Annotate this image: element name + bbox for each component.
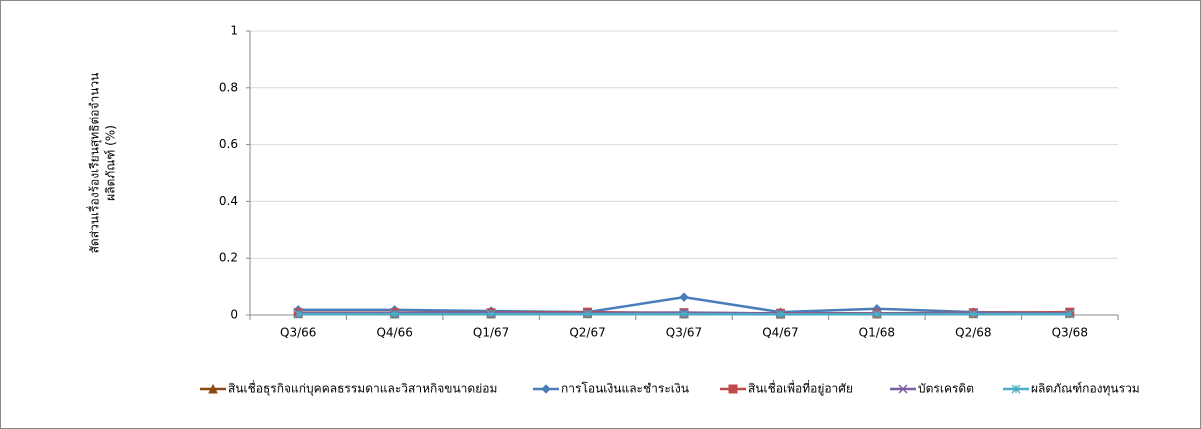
legend-label: การโอนเงินและชำระเงิน [561, 382, 689, 396]
x-tick-label: Q3/67 [666, 326, 702, 340]
marker [968, 309, 978, 319]
legend-label: ผลิตภัณฑ์กองทุนรวม [1031, 382, 1140, 397]
marker [1065, 309, 1075, 319]
marker [1011, 384, 1021, 394]
marker [679, 309, 689, 319]
marker [583, 309, 593, 319]
marker [390, 309, 400, 319]
y-axis-label: สัดส่วนเรื่องร้องเรียนสุทธิต่อจำนวน [86, 73, 103, 254]
x-tick-label: Q4/67 [762, 326, 798, 340]
marker [872, 309, 882, 319]
x-tick-label: Q1/68 [859, 326, 895, 340]
y-tick-label: 0.2 [219, 251, 238, 265]
marker [541, 384, 551, 394]
x-tick-label: Q2/68 [955, 326, 991, 340]
x-tick-label: Q4/66 [376, 326, 412, 340]
legend-label: สินเชื่อเพื่อที่อยู่อาศัย [748, 380, 853, 397]
x-tick-label: Q1/67 [473, 326, 509, 340]
y-tick-label: 0.8 [219, 80, 238, 94]
y-tick-label: 0.4 [219, 194, 238, 208]
marker [293, 309, 303, 319]
marker [486, 309, 496, 319]
marker [679, 292, 689, 302]
x-tick-label: Q3/66 [280, 326, 316, 340]
marker [775, 309, 785, 319]
x-tick-label: Q2/67 [569, 326, 605, 340]
legend-label: บัตรเครดิต [918, 382, 974, 396]
legend-label: สินเชื่อธุรกิจแก่บุคคลธรรมดาและวิสาหกิจข… [228, 380, 497, 397]
marker [898, 384, 908, 394]
marker [208, 383, 218, 394]
y-axis-label: ผลิตภัณฑ์ (%) [104, 125, 118, 201]
marker [728, 384, 738, 394]
y-tick-label: 0.6 [219, 137, 238, 151]
y-tick-label: 1 [230, 24, 238, 38]
x-tick-label: Q3/68 [1052, 326, 1088, 340]
y-tick-label: 0 [230, 308, 238, 322]
